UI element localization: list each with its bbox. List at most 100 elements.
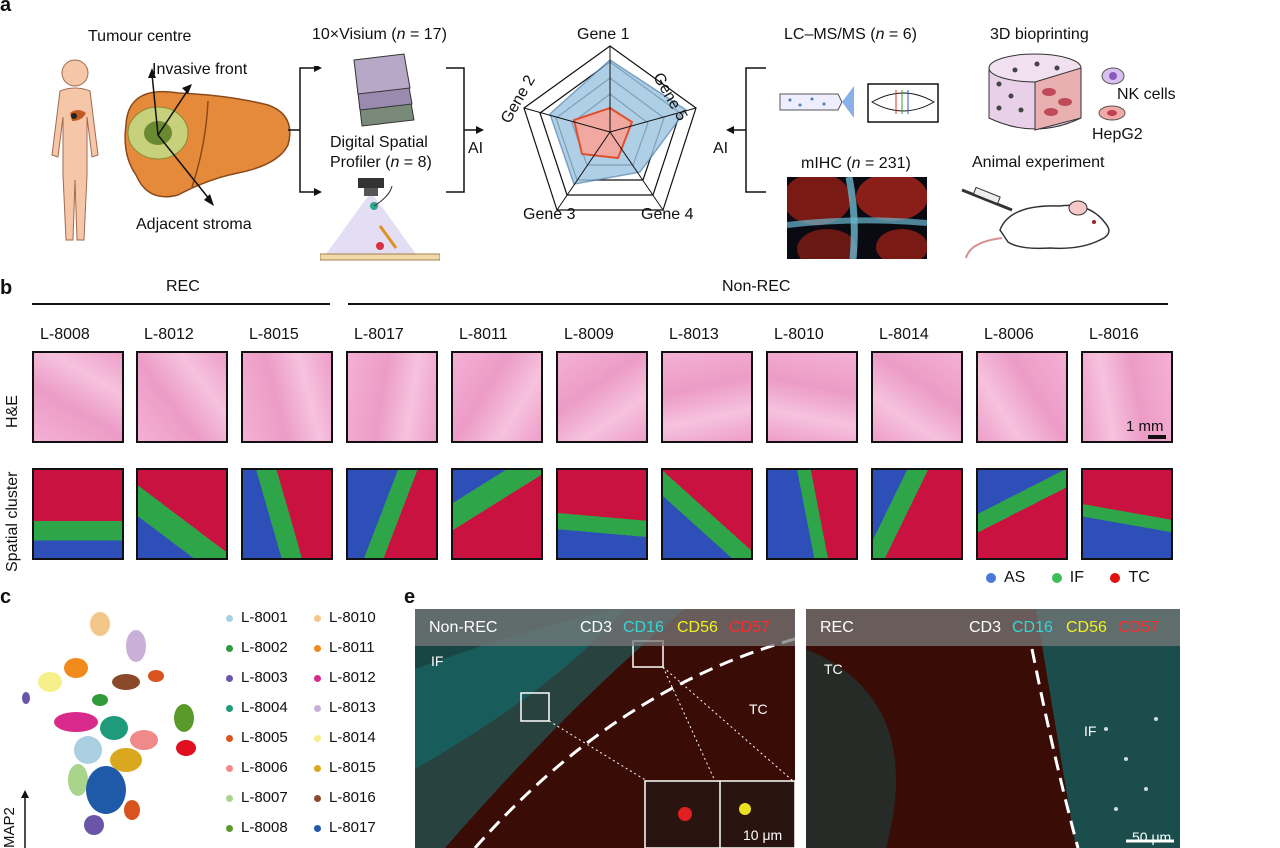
legend-dot-if <box>1051 572 1062 583</box>
spatial-cluster-image-l-8009 <box>556 468 648 560</box>
legend-dot-l-8010 <box>314 614 321 622</box>
marker-cd16-label: CD16 <box>623 619 664 636</box>
visium-label: 10×Visium (n = 17) <box>312 26 447 43</box>
group-rec-label: REC <box>166 278 200 295</box>
ai-label-right: AI <box>713 140 729 157</box>
gene-3-label: Gene 3 <box>523 206 576 223</box>
spatial-cluster-image-l-8008 <box>32 468 124 560</box>
sample-label-l-8006: L-8006 <box>984 326 1034 343</box>
legend-entry-l-8008: L-8008 <box>226 819 288 836</box>
inset-scale-label: 10 μm <box>743 827 783 843</box>
row-spatial-label: Spatial cluster <box>4 471 21 573</box>
bioprinting-label: 3D bioprinting <box>990 26 1089 43</box>
rec-scale-label: 50 μm <box>1132 829 1172 845</box>
lcms-illustration <box>779 83 939 123</box>
legend-dot-l-8011 <box>314 644 321 652</box>
panel-label-c: c <box>0 586 12 608</box>
rec-tc-label: TC <box>824 661 843 677</box>
rec-marker-cd16-label: CD16 <box>1012 619 1053 636</box>
adjacent-stroma-label: Adjacent stroma <box>136 216 252 233</box>
bracket-merge-left <box>446 67 484 193</box>
legend-dot-l-8002 <box>226 644 233 652</box>
panel-label-a: a <box>0 0 12 16</box>
nonrec-group-label: Non-REC <box>429 619 498 636</box>
bracket-merge-right <box>726 67 766 193</box>
he-image-l-8006 <box>976 351 1068 443</box>
legend-text: L-8012 <box>329 669 376 686</box>
spatial-cluster-image-l-8012 <box>136 468 228 560</box>
panel-label-b: b <box>0 277 13 299</box>
legend-entry-l-8002: L-8002 <box>226 639 288 656</box>
legend-text: L-8014 <box>329 729 376 746</box>
legend-dot-l-8013 <box>314 704 321 712</box>
he-image-l-8017 <box>346 351 438 443</box>
rec-tissue-image <box>806 609 1180 848</box>
legend-entry-l-8015: L-8015 <box>314 759 376 776</box>
nk-cells-label: NK cells <box>1117 86 1176 103</box>
marker-cd57-label: CD57 <box>729 619 770 636</box>
legend-entry-l-8010: L-8010 <box>314 609 376 626</box>
scale-bar <box>1148 435 1166 439</box>
legend-entry-l-8005: L-8005 <box>226 729 288 746</box>
legend-entry-l-8012: L-8012 <box>314 669 376 686</box>
legend-dot-l-8007 <box>226 794 233 802</box>
sample-label-l-8014: L-8014 <box>879 326 929 343</box>
scale-bar-label: 1 mm <box>1126 418 1164 435</box>
tumour-centre-label: Tumour centre <box>88 28 192 45</box>
he-image-l-8011 <box>451 351 543 443</box>
legend-text: L-8013 <box>329 699 376 716</box>
hepg2-label: HepG2 <box>1092 126 1143 143</box>
hepg2-cell-icon <box>1098 105 1126 121</box>
rec-group-label: REC <box>820 619 854 636</box>
legend-text: L-8005 <box>241 729 288 746</box>
legend-entry-l-8001: L-8001 <box>226 609 288 626</box>
sample-label-l-8010: L-8010 <box>774 326 824 343</box>
he-image-l-8015 <box>241 351 333 443</box>
nonrec-tissue-image <box>415 609 795 848</box>
sample-label-l-8008: L-8008 <box>40 326 90 343</box>
lcms-label: LC–MS/MS (n = 6) <box>784 26 917 43</box>
ai-label-left: AI <box>468 140 484 157</box>
he-image-l-8016 <box>1081 351 1173 443</box>
legend-text: L-8001 <box>241 609 288 626</box>
legend-item-tc: TC <box>1110 569 1150 586</box>
nonrec-tc-label: TC <box>749 701 768 717</box>
spatial-cluster-image-l-8006 <box>976 468 1068 560</box>
legend-text: L-8010 <box>329 609 376 626</box>
he-image-l-8010 <box>766 351 858 443</box>
umap-plot <box>22 612 196 835</box>
sample-label-l-8016: L-8016 <box>1089 326 1139 343</box>
legend-dot-l-8001 <box>226 614 233 622</box>
legend-entry-l-8003: L-8003 <box>226 669 288 686</box>
he-image-l-8012 <box>136 351 228 443</box>
he-image-l-8014 <box>871 351 963 443</box>
legend-text: L-8003 <box>241 669 288 686</box>
legend-text: L-8011 <box>329 639 375 656</box>
sample-label-l-8011: L-8011 <box>459 326 508 343</box>
legend-text: L-8008 <box>241 819 288 836</box>
mihc-panel-nonrec: Non-REC CD3 CD16 CD56 CD57 IF TC 10 μm <box>415 609 795 848</box>
mihc-image <box>787 177 927 259</box>
cluster-legend: AS IF TC <box>986 569 1150 587</box>
he-image-l-8009 <box>556 351 648 443</box>
legend-entry-l-8004: L-8004 <box>226 699 288 716</box>
spatial-cluster-image-l-8017 <box>346 468 438 560</box>
he-image-l-8013 <box>661 351 753 443</box>
spatial-cluster-image-l-8010 <box>766 468 858 560</box>
human-body-icon <box>51 59 99 241</box>
legend-dot-tc <box>1110 572 1121 583</box>
spatial-cluster-image-l-8015 <box>241 468 333 560</box>
umap-axis-label: MAP2 <box>1 807 18 848</box>
marker-cd3-label: CD3 <box>580 619 613 636</box>
panel-label-e: e <box>404 586 416 608</box>
marker-cd56-label: CD56 <box>677 619 718 636</box>
legend-item-as: AS <box>986 569 1025 586</box>
legend-entry-l-8011: L-8011 <box>314 639 375 656</box>
rec-marker-cd57-label: CD57 <box>1118 619 1159 636</box>
visium-slides-illustration <box>353 53 415 127</box>
legend-dot-l-8012 <box>314 674 321 682</box>
legend-entry-l-8006: L-8006 <box>226 759 288 776</box>
row-he-label: H&E <box>4 395 21 428</box>
legend-dot-l-8006 <box>226 764 233 772</box>
rec-header-bar: REC CD3 CD16 CD56 CD57 <box>806 609 1180 646</box>
